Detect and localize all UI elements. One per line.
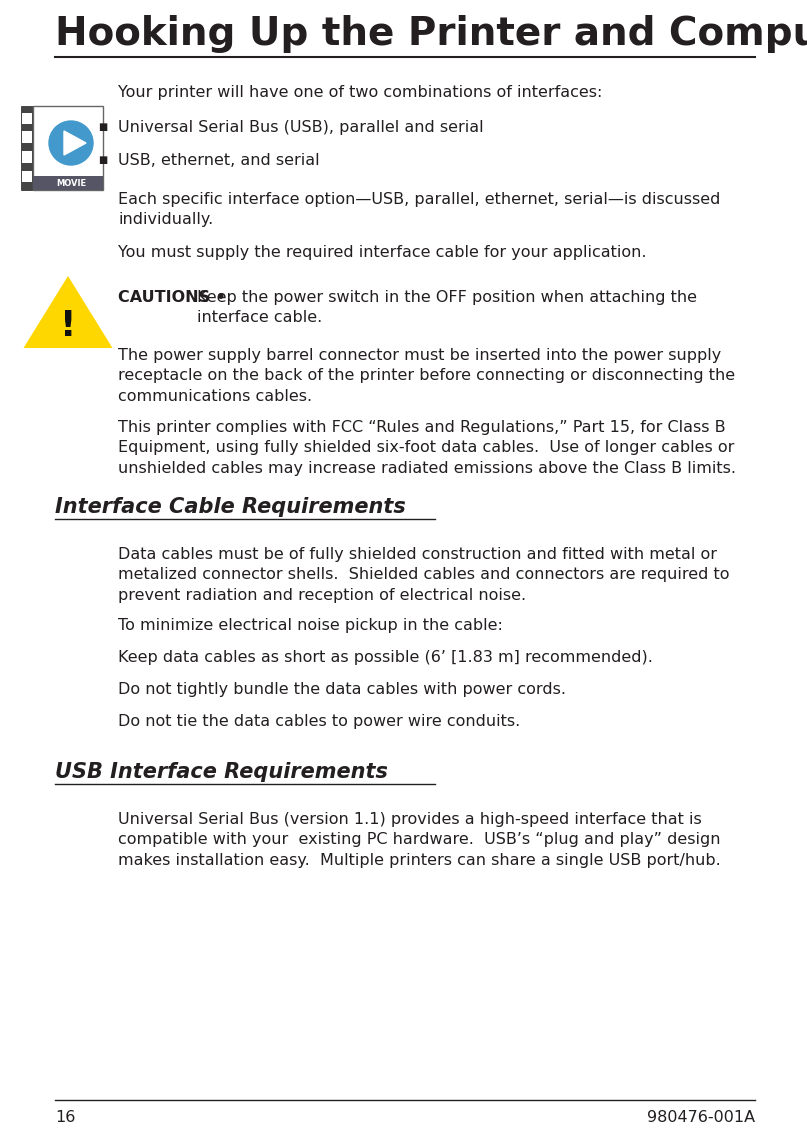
Text: This printer complies with FCC “Rules and Regulations,” Part 15, for Class B
Equ: This printer complies with FCC “Rules an… xyxy=(118,420,736,476)
Circle shape xyxy=(49,122,93,165)
FancyBboxPatch shape xyxy=(22,112,32,125)
Text: Do not tie the data cables to power wire conduits.: Do not tie the data cables to power wire… xyxy=(118,715,521,729)
Text: USB, ethernet, and serial: USB, ethernet, and serial xyxy=(118,153,320,168)
FancyBboxPatch shape xyxy=(21,106,33,190)
Text: Hooking Up the Printer and Computer: Hooking Up the Printer and Computer xyxy=(55,15,807,53)
Text: Keep data cables as short as possible (6’ [1.83 m] recommended).: Keep data cables as short as possible (6… xyxy=(118,650,653,665)
FancyBboxPatch shape xyxy=(22,151,32,164)
FancyBboxPatch shape xyxy=(33,106,103,190)
FancyBboxPatch shape xyxy=(22,170,32,183)
Text: Do not tightly bundle the data cables with power cords.: Do not tightly bundle the data cables wi… xyxy=(118,682,566,698)
Text: Keep the power switch in the OFF position when attaching the
interface cable.: Keep the power switch in the OFF positio… xyxy=(197,290,697,325)
Text: Your printer will have one of two combinations of interfaces:: Your printer will have one of two combin… xyxy=(118,85,602,100)
Text: 16: 16 xyxy=(55,1110,75,1125)
Text: !: ! xyxy=(60,309,76,343)
Text: ■: ■ xyxy=(98,122,107,132)
Text: Universal Serial Bus (USB), parallel and serial: Universal Serial Bus (USB), parallel and… xyxy=(118,120,483,135)
Text: 980476-001A: 980476-001A xyxy=(647,1110,755,1125)
Text: ■: ■ xyxy=(98,154,107,165)
Text: The power supply barrel connector must be inserted into the power supply
recepta: The power supply barrel connector must b… xyxy=(118,348,735,403)
Polygon shape xyxy=(64,131,86,154)
Text: Data cables must be of fully shielded construction and fitted with metal or
meta: Data cables must be of fully shielded co… xyxy=(118,548,730,603)
Text: CAUTIONS •: CAUTIONS • xyxy=(118,290,232,304)
FancyBboxPatch shape xyxy=(33,176,103,190)
FancyBboxPatch shape xyxy=(22,131,32,143)
Text: To minimize electrical noise pickup in the cable:: To minimize electrical noise pickup in t… xyxy=(118,618,503,633)
Text: You must supply the required interface cable for your application.: You must supply the required interface c… xyxy=(118,245,646,260)
Text: MOVIE: MOVIE xyxy=(56,178,86,187)
Text: Interface Cable Requirements: Interface Cable Requirements xyxy=(55,498,406,517)
Text: Each specific interface option—USB, parallel, ethernet, serial—is discussed
indi: Each specific interface option—USB, para… xyxy=(118,192,721,227)
Text: Universal Serial Bus (version 1.1) provides a high-speed interface that is
compa: Universal Serial Bus (version 1.1) provi… xyxy=(118,812,721,868)
Polygon shape xyxy=(26,278,110,346)
Text: USB Interface Requirements: USB Interface Requirements xyxy=(55,762,388,782)
